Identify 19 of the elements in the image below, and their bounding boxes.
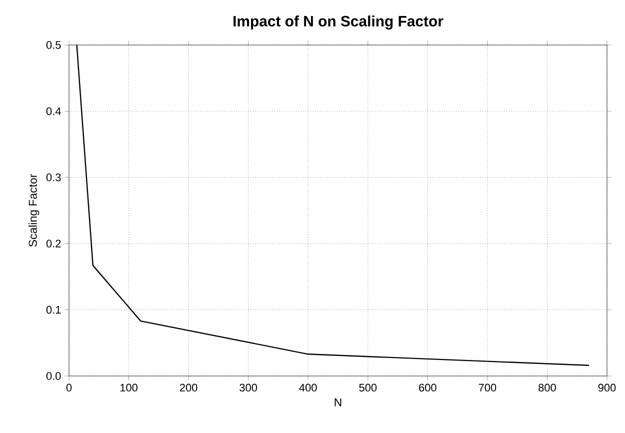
- x-tick-label: 200: [180, 384, 198, 392]
- x-tick-label: 0: [66, 384, 72, 392]
- x-tick-label: 100: [120, 384, 138, 392]
- x-tick-label: 600: [419, 384, 436, 392]
- y-tick-label: 0.3: [46, 174, 61, 182]
- chart-title: Impact of N on Scaling Factor: [234, 16, 444, 30]
- y-axis-title: Scaling Factor: [28, 174, 40, 247]
- y-tick-label: 0.4: [46, 107, 61, 116]
- y-tick-label: 0.2: [46, 240, 61, 248]
- x-tick-label: 300: [240, 384, 258, 392]
- y-tick-label: 0.1: [46, 306, 61, 314]
- y-tick-label: 0.5: [46, 41, 61, 49]
- x-tick-label: 500: [359, 384, 377, 392]
- x-axis-title: N: [334, 398, 342, 406]
- x-tick-label: 700: [478, 384, 496, 392]
- x-tick-label: 900: [598, 384, 616, 392]
- x-tick-label: 400: [299, 384, 317, 392]
- y-tick-label: 0.0: [46, 372, 61, 380]
- x-tick-label: 800: [538, 384, 556, 392]
